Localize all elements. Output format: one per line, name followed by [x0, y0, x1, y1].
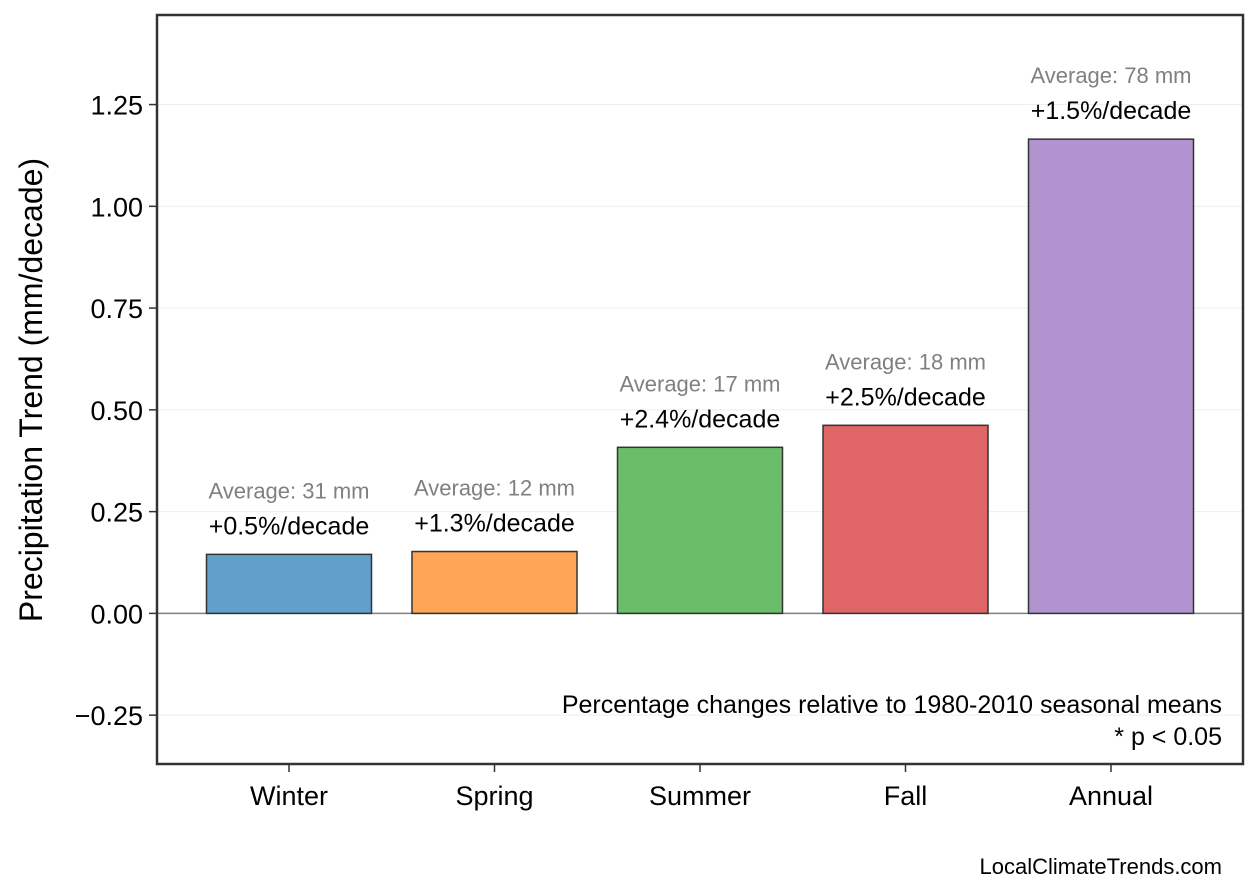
bar-average-label: Average: 78 mm [1030, 63, 1191, 88]
bar-percent-label: +0.5%/decade [209, 512, 370, 540]
bar-percent-label: +2.4%/decade [620, 405, 781, 433]
bar-spring [411, 550, 578, 615]
bar-percent-label: +2.5%/decade [825, 383, 986, 411]
x-tick-label: Fall [884, 781, 928, 811]
bar-average-label: Average: 17 mm [619, 371, 780, 396]
x-tick-label: Winter [250, 781, 328, 811]
y-tick-label: 0.00 [90, 599, 143, 629]
x-tick-label: Summer [649, 781, 751, 811]
x-tick-label: Annual [1069, 781, 1153, 811]
y-tick-label: 1.25 [90, 91, 143, 121]
y-tick-label: 0.75 [90, 294, 143, 324]
y-axis-label: Precipitation Trend (mm/decade) [13, 158, 49, 622]
y-tick-label: 0.50 [90, 396, 143, 426]
note-percentage-reference: Percentage changes relative to 1980-2010… [562, 691, 1222, 719]
bar-annual [1027, 138, 1195, 615]
bar-average-label: Average: 12 mm [414, 476, 575, 501]
bars [205, 138, 1195, 615]
bar-percent-label: +1.5%/decade [1031, 97, 1192, 125]
y-tick-label: −0.25 [75, 701, 143, 731]
y-tick-label: 0.25 [90, 498, 143, 528]
bar-labels: +0.5%/decade Average: 31 mm +1.3%/decade Av… [208, 63, 1191, 540]
y-tick-label: 1.00 [90, 192, 143, 222]
footer-source: LocalClimateTrends.com [980, 854, 1223, 879]
bar-average-label: Average: 18 mm [825, 349, 986, 374]
x-tick-label: Spring [455, 781, 533, 811]
bar-average-label: Average: 31 mm [208, 478, 369, 503]
note-significance: * p < 0.05 [1114, 723, 1222, 751]
bar-summer [616, 446, 784, 615]
bar-fall [822, 424, 989, 615]
y-axis-ticks: −0.25 0.00 0.25 0.50 0.75 1.00 1.25 [75, 91, 157, 731]
bar-winter [205, 553, 373, 615]
x-axis-ticks: Winter Spring Summer Fall Annual [250, 764, 1153, 811]
bar-percent-label: +1.3%/decade [414, 510, 575, 538]
